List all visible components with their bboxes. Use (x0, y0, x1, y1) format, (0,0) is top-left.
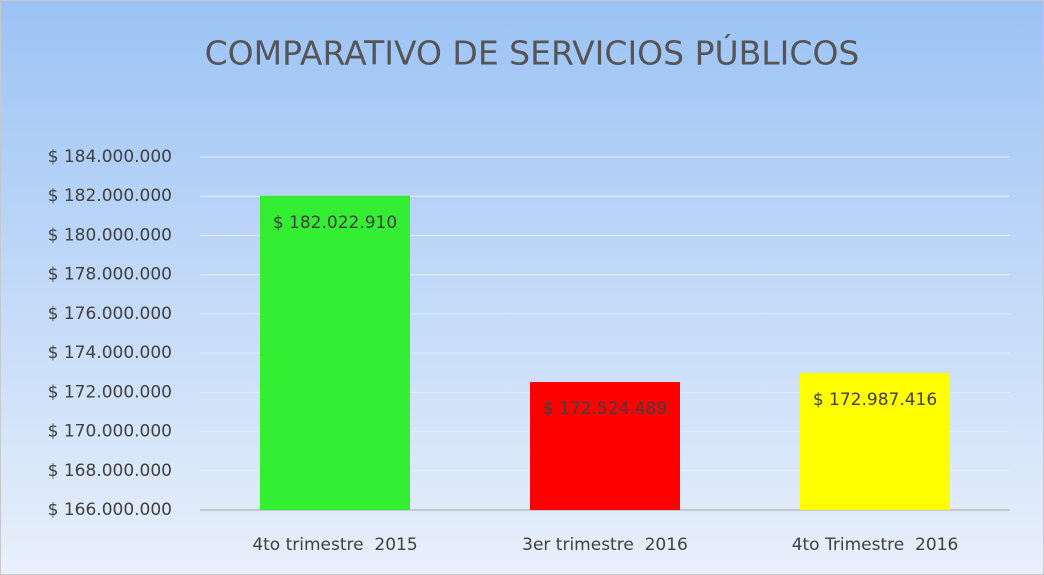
bar (800, 372, 950, 510)
x-tick-label: 4to Trimestre 2016 (792, 535, 959, 555)
y-tick-label: $ 182.000.000 (48, 186, 172, 206)
y-tick-label: $ 180.000.000 (48, 225, 172, 245)
x-tick-label: 3er trimestre 2016 (522, 535, 688, 555)
x-tick-label: 4to trimestre 2015 (252, 535, 417, 555)
y-tick-label: $ 176.000.000 (48, 304, 172, 324)
y-tick-label: $ 170.000.000 (48, 422, 172, 442)
y-tick-label: $ 184.000.000 (48, 147, 172, 167)
y-tick-label: $ 178.000.000 (48, 265, 172, 285)
bar (530, 382, 680, 510)
bar (260, 195, 410, 510)
data-label: $ 172.987.416 (813, 390, 937, 410)
y-tick-label: $ 166.000.000 (48, 500, 172, 520)
y-tick-label: $ 174.000.000 (48, 343, 172, 363)
chart-title: COMPARATIVO DE SERVICIOS PÚBLICOS (205, 33, 860, 73)
y-tick-label: $ 168.000.000 (48, 461, 172, 481)
data-label: $ 182.022.910 (273, 213, 397, 233)
data-label: $ 172.524.489 (543, 399, 667, 419)
y-tick-label: $ 172.000.000 (48, 382, 172, 402)
